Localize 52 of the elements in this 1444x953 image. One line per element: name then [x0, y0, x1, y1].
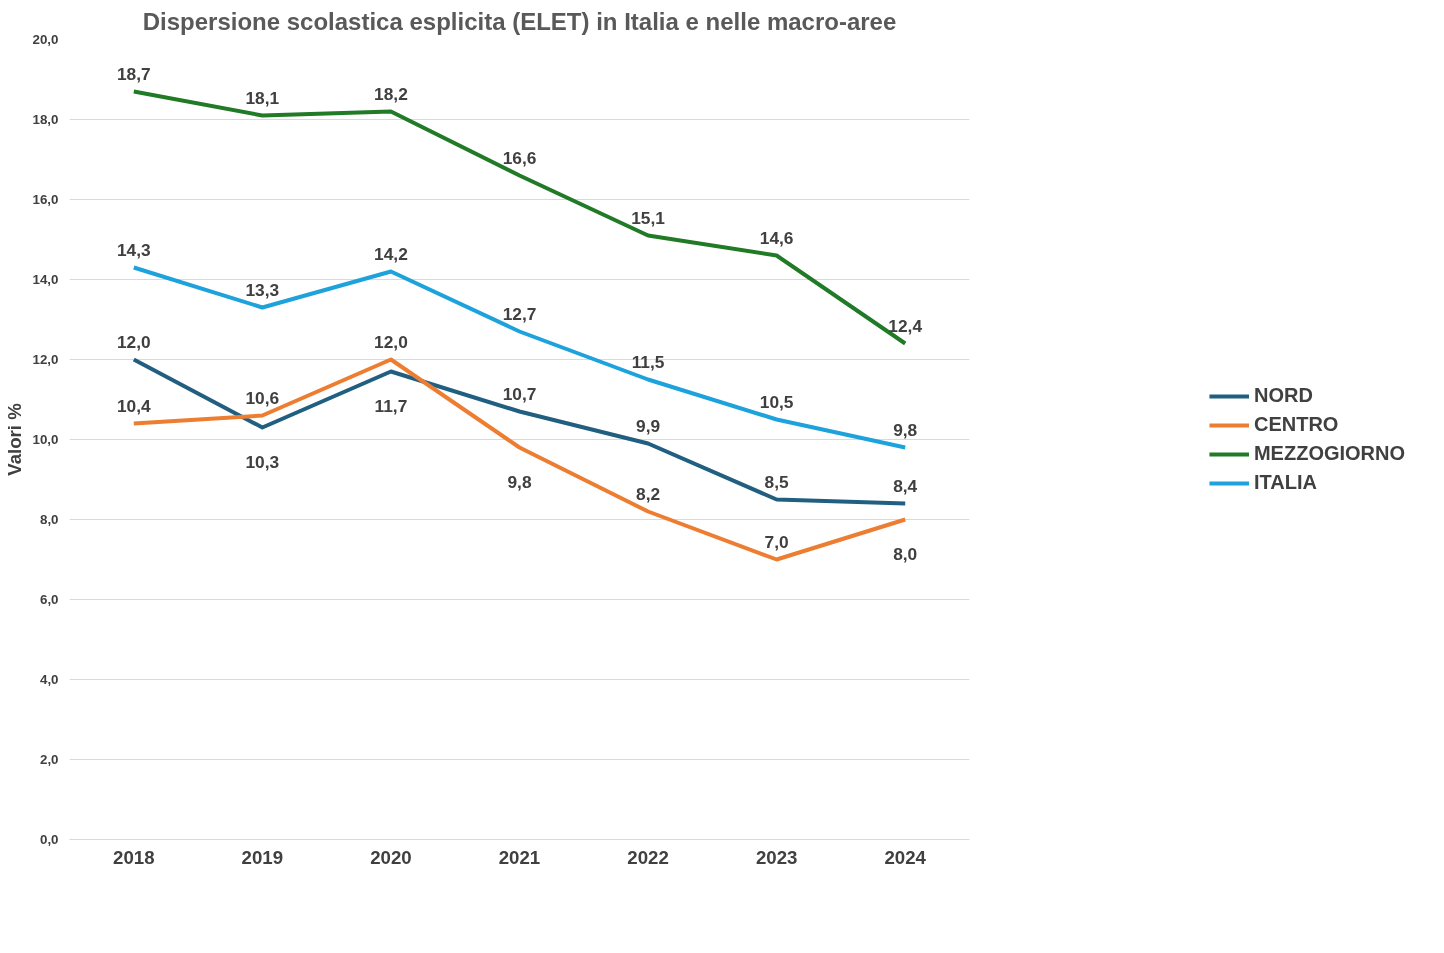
data-label: 8,0 [893, 543, 918, 564]
data-label: 16,6 [502, 147, 537, 168]
data-label: 15,1 [631, 207, 666, 228]
data-label: 10,6 [245, 387, 280, 408]
y-tick-label: 10,0 [32, 432, 59, 447]
y-axis-title: Valori % [3, 402, 25, 476]
y-tick-label: 18,0 [32, 112, 59, 127]
y-tick-label: 0,0 [39, 832, 59, 847]
data-label: 14,2 [374, 243, 408, 264]
data-label: 12,0 [374, 331, 408, 352]
x-tick-label: 2022 [627, 846, 669, 868]
data-label: 10,7 [502, 383, 537, 404]
x-tick-label: 2023 [755, 846, 798, 868]
x-tick-label: 2021 [498, 846, 541, 868]
data-label: 14,6 [759, 227, 794, 248]
data-label: 10,3 [245, 451, 280, 472]
data-label: 8,2 [636, 483, 661, 504]
legend-label: CENTRO [1253, 413, 1339, 436]
legend-label: ITALIA [1253, 471, 1317, 494]
y-tick-label: 8,0 [39, 512, 59, 527]
data-label: 10,5 [759, 391, 794, 412]
data-label: 7,0 [764, 531, 789, 552]
x-tick-label: 2019 [241, 846, 284, 868]
x-tick-label: 2024 [884, 846, 927, 868]
y-tick-label: 4,0 [39, 672, 59, 687]
data-label: 18,2 [374, 83, 408, 104]
data-label: 9,8 [893, 419, 918, 440]
data-label: 14,3 [116, 239, 152, 260]
data-label: 18,7 [116, 63, 151, 84]
legend-label: MEZZOGIORNO [1253, 442, 1406, 465]
data-label: 18,1 [245, 87, 280, 108]
chart-title: Dispersione scolastica esplicita (ELET) in Italia e nelle macro-aree [142, 7, 897, 35]
data-label: 11,7 [374, 395, 408, 416]
y-tick-label: 20,0 [32, 32, 59, 47]
x-tick-label: 2018 [113, 846, 155, 868]
data-label: 12,0 [116, 331, 151, 352]
data-label: 10,4 [116, 395, 152, 416]
data-label: 8,5 [764, 471, 790, 492]
y-tick-label: 16,0 [32, 192, 59, 207]
data-label: 9,8 [507, 471, 532, 492]
y-tick-label: 6,0 [39, 592, 59, 607]
data-label: 13,3 [245, 279, 280, 300]
data-label: 9,9 [636, 415, 661, 436]
y-tick-label: 2,0 [39, 752, 59, 767]
data-label: 8,4 [893, 475, 918, 496]
legend-label: NORD [1253, 384, 1313, 407]
y-tick-label: 14,0 [32, 272, 59, 287]
y-tick-label: 12,0 [32, 352, 59, 367]
data-label: 12,7 [502, 303, 537, 324]
data-label: 12,4 [888, 315, 923, 336]
data-label: 11,5 [631, 351, 665, 372]
x-tick-label: 2020 [370, 846, 412, 868]
